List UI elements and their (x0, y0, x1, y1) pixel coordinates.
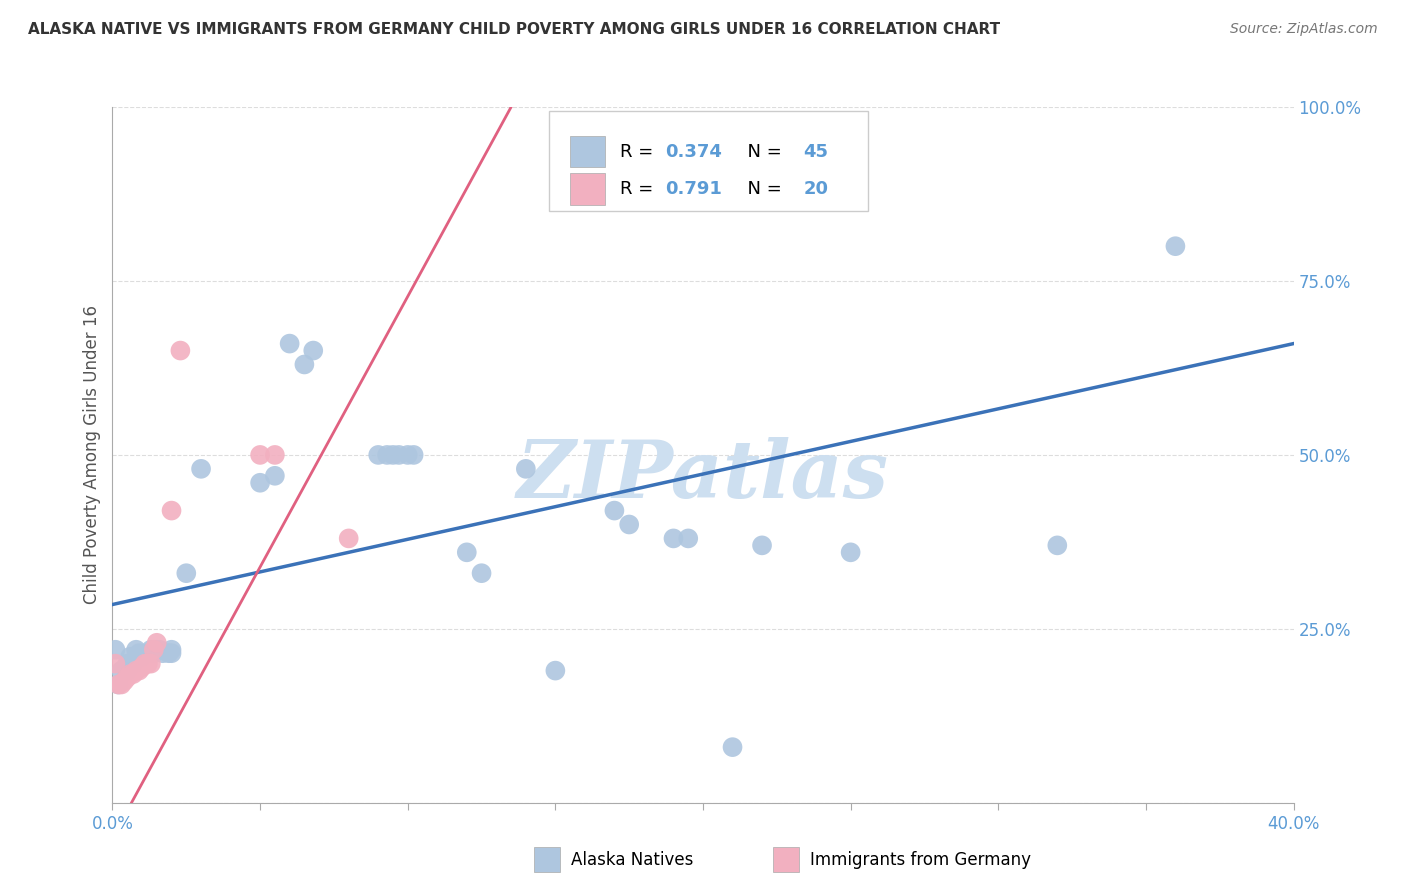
Point (134, 657, 156, 671)
Point (152, 646, 174, 660)
Text: ALASKA NATIVE VS IMMIGRANTS FROM GERMANY CHILD POVERTY AMONG GIRLS UNDER 16 CORR: ALASKA NATIVE VS IMMIGRANTS FROM GERMANY… (28, 22, 1000, 37)
Point (160, 642, 183, 657)
Point (122, 657, 145, 671)
Point (470, 566, 494, 581)
Point (149, 642, 172, 657)
Point (122, 667, 145, 681)
FancyBboxPatch shape (550, 111, 869, 211)
Point (402, 448, 425, 462)
Point (107, 677, 129, 691)
Point (157, 646, 180, 660)
Text: ZIPatlas: ZIPatlas (517, 437, 889, 515)
Point (544, 664, 567, 678)
Point (142, 642, 165, 657)
Text: Alaska Natives: Alaska Natives (571, 851, 693, 869)
Text: Source: ZipAtlas.com: Source: ZipAtlas.com (1230, 22, 1378, 37)
Point (146, 642, 169, 657)
Point (264, 468, 287, 483)
Point (125, 642, 148, 657)
Point (117, 671, 138, 685)
Point (249, 448, 271, 462)
Text: 45: 45 (803, 143, 828, 161)
Point (382, 448, 405, 462)
Point (396, 448, 419, 462)
Point (388, 448, 411, 462)
Point (131, 660, 153, 674)
Point (110, 677, 132, 691)
Point (278, 336, 301, 351)
Point (104, 642, 127, 657)
Bar (569, 173, 605, 205)
Text: Immigrants from Germany: Immigrants from Germany (810, 851, 1031, 869)
Point (367, 448, 389, 462)
Point (721, 740, 744, 755)
Text: 20: 20 (803, 180, 828, 198)
Point (117, 657, 138, 671)
Point (160, 646, 183, 660)
Point (603, 503, 626, 517)
Point (292, 358, 315, 372)
Point (662, 532, 685, 546)
Point (619, 517, 641, 532)
Point (142, 646, 165, 660)
Point (375, 448, 398, 462)
Text: N =: N = (737, 180, 787, 198)
Point (131, 649, 153, 664)
Text: 0.374: 0.374 (665, 143, 723, 161)
Point (302, 343, 325, 358)
Text: R =: R = (620, 143, 659, 161)
Point (1164, 239, 1187, 253)
Bar (569, 136, 605, 167)
Point (112, 674, 135, 689)
Point (249, 475, 271, 490)
Point (125, 664, 148, 678)
Point (136, 657, 159, 671)
Point (174, 566, 197, 581)
Point (117, 664, 138, 678)
Point (120, 667, 142, 681)
Point (139, 642, 162, 657)
Point (110, 664, 132, 678)
Text: N =: N = (737, 143, 787, 161)
Point (169, 343, 191, 358)
Point (839, 545, 862, 559)
Point (104, 657, 127, 671)
Point (146, 636, 169, 650)
Point (107, 677, 129, 691)
Point (456, 545, 478, 559)
Point (136, 646, 159, 660)
Point (160, 503, 183, 517)
Point (139, 657, 162, 671)
Point (190, 462, 212, 476)
Text: R =: R = (620, 180, 659, 198)
Point (678, 532, 700, 546)
Point (120, 649, 142, 664)
Point (128, 664, 150, 678)
Point (751, 538, 773, 552)
Point (264, 448, 287, 462)
Y-axis label: Child Poverty Among Girls Under 16: Child Poverty Among Girls Under 16 (83, 305, 101, 605)
Point (128, 646, 150, 660)
Point (337, 532, 360, 546)
Text: 0.791: 0.791 (665, 180, 723, 198)
Point (1046, 538, 1069, 552)
Point (515, 462, 537, 476)
